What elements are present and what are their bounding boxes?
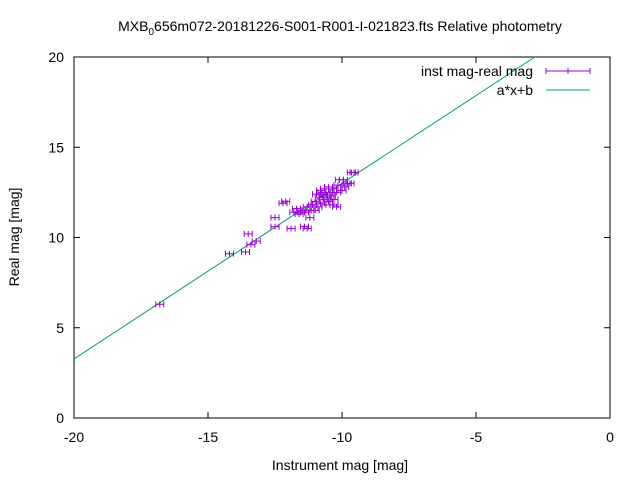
y-tick-label: 0 [56, 410, 64, 426]
data-point [349, 169, 359, 176]
x-tick-label: -10 [332, 429, 352, 445]
data-point [299, 209, 309, 216]
x-tick-label: 0 [606, 429, 614, 445]
data-point [243, 230, 253, 237]
legend-label-fit: a*x+b [497, 82, 533, 98]
x-tick-label: -20 [64, 429, 84, 445]
x-tick-label: -15 [198, 429, 218, 445]
data-point [332, 203, 342, 210]
data-point [246, 241, 256, 248]
plot-axes: -20 -15 -10 -5 0 0 5 10 15 20 [48, 49, 614, 445]
data-point [340, 183, 350, 190]
legend-label-points: inst mag-real mag [421, 63, 533, 79]
x-tick-label: -5 [470, 429, 483, 445]
x-axis-title: Instrument mag [mag] [272, 457, 408, 473]
data-point [337, 187, 347, 194]
y-tick-label: 20 [48, 49, 64, 65]
data-point [302, 225, 312, 232]
plot-frame [73, 56, 611, 419]
y-tick-label: 10 [48, 230, 64, 246]
y-tick-label: 5 [56, 320, 64, 336]
chart-title-subscript: 0 [148, 27, 154, 38]
chart-title: MXB0656m072-20181226-S001-R001-I-021823.… [118, 18, 562, 38]
data-point [270, 223, 280, 230]
fit-line-layer [73, 56, 536, 360]
data-point [310, 207, 320, 214]
y-tick-label: 15 [48, 139, 64, 155]
data-point [270, 214, 280, 221]
y-axis-title: Real mag [mag] [6, 188, 22, 287]
fit-line [73, 56, 536, 360]
data-point [345, 180, 355, 187]
legend: inst mag-real mag a*x+b [421, 63, 591, 98]
data-point [251, 238, 261, 245]
data-point [155, 301, 165, 308]
data-point [241, 248, 251, 255]
data-point [329, 196, 339, 203]
data-point [281, 198, 291, 205]
data-points-layer [155, 169, 359, 308]
data-point [326, 192, 336, 199]
data-point [286, 225, 296, 232]
data-point [305, 214, 315, 221]
data-point [224, 250, 234, 257]
